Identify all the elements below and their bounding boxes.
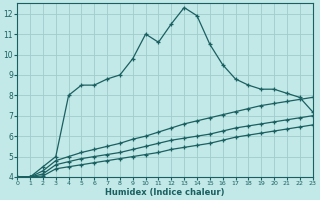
X-axis label: Humidex (Indice chaleur): Humidex (Indice chaleur): [105, 188, 225, 197]
